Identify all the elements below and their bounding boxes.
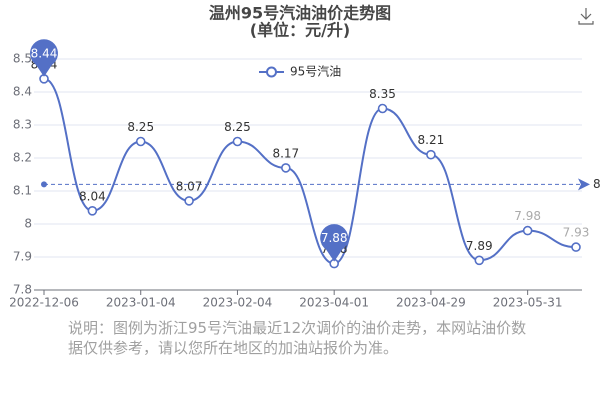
y-tick-label: 8.1 [13, 184, 32, 198]
data-point [426, 149, 436, 160]
x-tick-label: 2023-01-04 [106, 296, 176, 310]
x-tick-label: 2022-12-06 [9, 296, 79, 310]
y-tick-label: 8 [24, 217, 32, 231]
y-tick-label: 8.5 [13, 52, 32, 66]
data-point [184, 196, 194, 206]
data-point [87, 206, 98, 216]
average-label: 8.1 [593, 177, 600, 191]
data-label: 8.25 [127, 120, 154, 134]
x-tick-label: 2023-05-31 [493, 296, 563, 310]
data-label: 7.93 [563, 226, 590, 240]
x-tick-label: 2023-04-29 [396, 296, 466, 310]
data-point [571, 242, 581, 252]
data-point [377, 103, 388, 114]
data-label: 8.07 [176, 179, 203, 193]
mark-pin-label: 7.88 [321, 231, 348, 245]
download-glyph [578, 8, 594, 25]
download-icon[interactable] [578, 8, 594, 25]
y-tick-label: 7.9 [13, 250, 32, 264]
y-tick-label: 8.2 [13, 151, 32, 165]
legend-label: 95号汽油 [290, 64, 341, 79]
data-label: 8.21 [418, 133, 445, 147]
y-tick-label: 8.3 [13, 118, 32, 132]
data-point [522, 225, 533, 236]
x-tick-label: 2023-02-04 [203, 296, 273, 310]
chart-subtitle: (单位：元/升) [250, 21, 350, 40]
chart-title: 温州95号汽油油价走势图 [208, 4, 391, 23]
y-tick-label: 8.4 [13, 85, 32, 99]
data-point [281, 163, 291, 173]
data-label: 7.89 [466, 239, 493, 253]
data-point [232, 136, 243, 147]
y-tick-label: 7.8 [13, 283, 32, 297]
data-label: 8.35 [369, 87, 396, 101]
note-box: 说明：图例为浙江95号汽油最近12次调价的油价走势，本网站油价数据仅供参考，请以… [68, 319, 527, 357]
legend-marker [266, 66, 277, 78]
series-line [43, 77, 577, 265]
data-point [135, 136, 146, 147]
note: 说明：图例为浙江95号汽油最近12次调价的油价走势，本网站油价数据仅供参考，请以… [68, 319, 527, 357]
data-point [474, 255, 485, 266]
average-arrow [578, 178, 590, 191]
average-start [41, 181, 47, 188]
data-label: 7.98 [514, 209, 541, 223]
data-label: 8.04 [79, 189, 106, 203]
data-label: 8.17 [272, 146, 299, 160]
x-tick-label: 2023-04-01 [299, 296, 369, 310]
mark-pin [30, 39, 59, 77]
mark-pin-label: 8.44 [31, 46, 58, 60]
data-label: 8.25 [224, 120, 251, 134]
mark-pin [320, 224, 349, 262]
